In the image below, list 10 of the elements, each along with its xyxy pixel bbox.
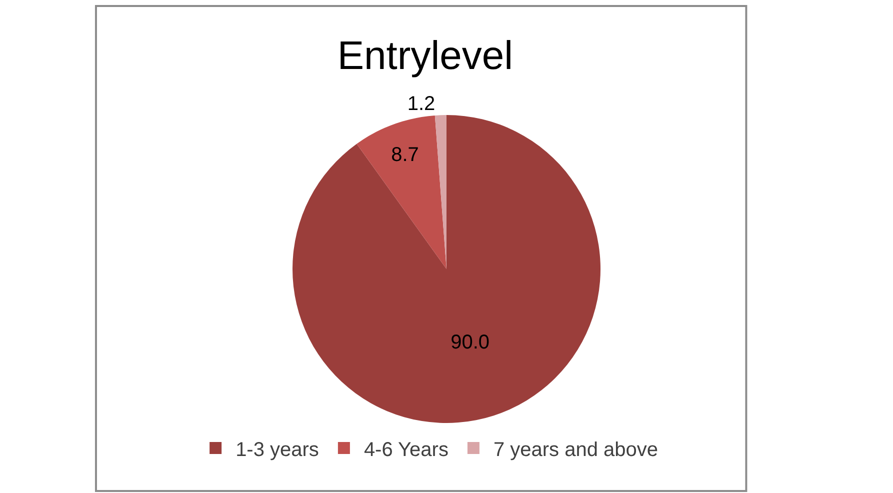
chart-title: Entrylevel (337, 34, 513, 78)
pie-slice (434, 115, 446, 269)
legend-label: 1-3 years (236, 438, 319, 461)
legend-label: 7 years and above (493, 438, 658, 461)
pie-slice (356, 115, 446, 269)
pie-slice (292, 115, 600, 423)
data-label: 90.0 (450, 331, 490, 354)
data-label: 8.7 (391, 144, 419, 166)
data-label: 1.2 (407, 93, 436, 116)
legend-label: 4-6 Years (364, 438, 448, 461)
